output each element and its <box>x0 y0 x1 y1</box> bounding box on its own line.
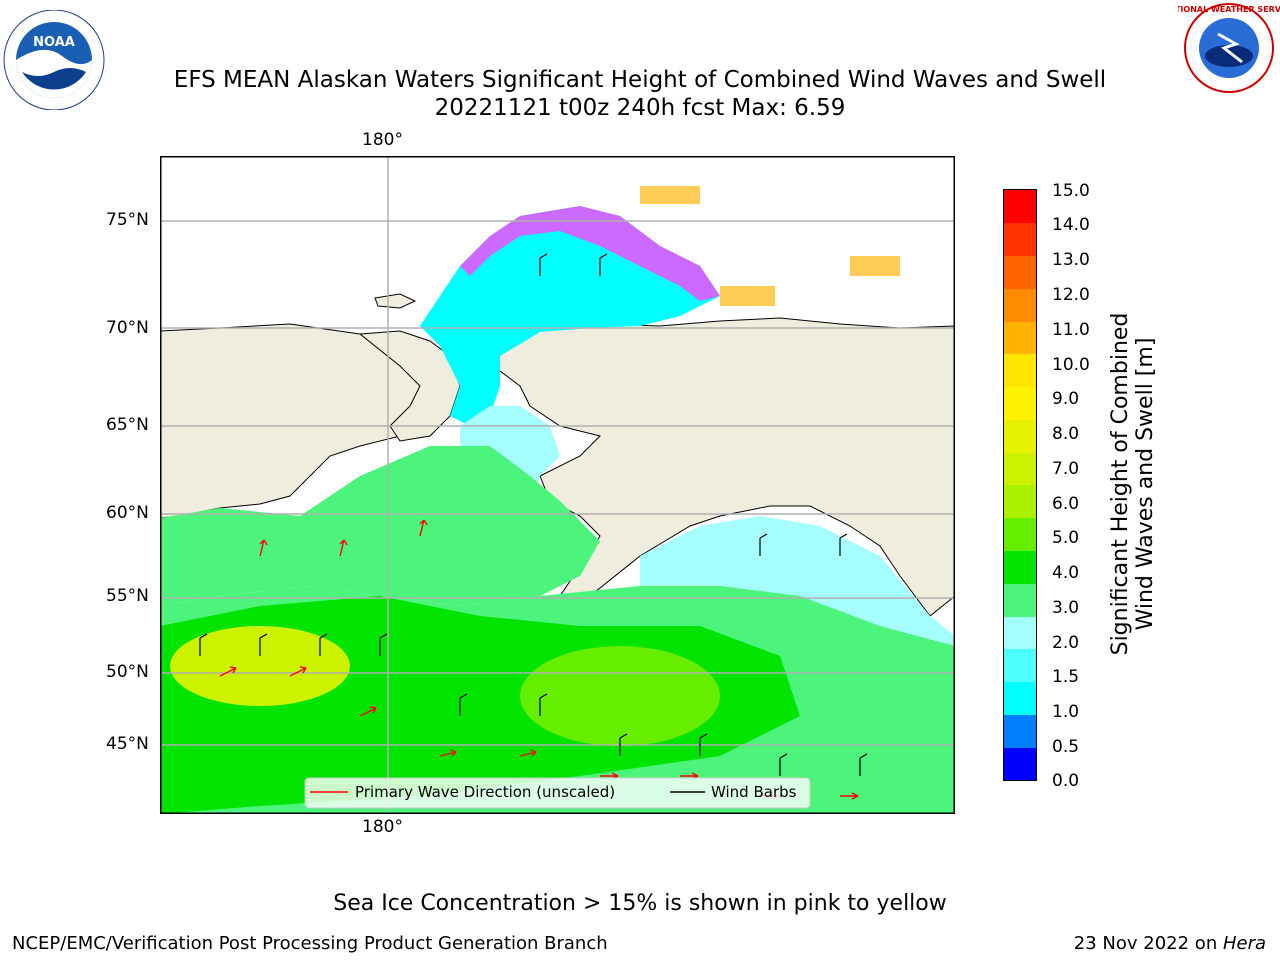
colorbar-segment <box>1004 747 1036 781</box>
wind-barbs <box>199 253 868 776</box>
colorbar-segment <box>1004 255 1036 289</box>
lat-label-60: 60°N <box>106 503 149 523</box>
lat-label-70: 70°N <box>106 318 149 338</box>
footer-date: 23 Nov 2022 on Hera <box>1074 933 1266 954</box>
lat-label-45: 45°N <box>106 734 149 754</box>
colorbar-tick: 9.0 <box>1052 389 1080 409</box>
lat-label-75: 75°N <box>106 210 149 230</box>
colorbar-segment <box>1004 190 1036 224</box>
colorbar-tick: 8.0 <box>1052 424 1080 444</box>
colorbar-tick: 11.0 <box>1052 320 1090 340</box>
colorbar-tick: 5.0 <box>1052 528 1080 548</box>
colorbar-segment <box>1004 353 1036 388</box>
lat-label-65: 65°N <box>106 415 149 435</box>
colorbar-segment <box>1004 550 1036 584</box>
land-wrangel <box>374 293 417 309</box>
sea-ice-note: Sea Ice Concentration > 15% is shown in … <box>333 891 947 916</box>
colorbar-segment <box>1004 222 1036 257</box>
colorbar-segment <box>1004 648 1036 683</box>
colorbar-segment <box>1004 321 1036 355</box>
colorbar-segment <box>1004 452 1036 486</box>
nws-logo: NATIONAL WEATHER SERVICE <box>1178 3 1280 93</box>
wave-direction-arrows <box>219 519 859 800</box>
ocean-lime-core <box>520 646 720 746</box>
colorbar-segment <box>1004 616 1036 650</box>
colorbar-segment <box>1004 485 1036 519</box>
colorbar-tick: 2.0 <box>1052 633 1080 653</box>
colorbar-tick: 0.0 <box>1052 771 1080 791</box>
map-panel: Primary Wave Direction (unscaled) Wind B… <box>160 156 955 814</box>
colorbar-tick: 1.0 <box>1052 702 1080 722</box>
lon-label-bottom: 180° <box>362 817 403 837</box>
legend-primary-wave-label: Primary Wave Direction (unscaled) <box>355 783 615 801</box>
land-alaska <box>489 317 955 617</box>
colorbar-segment <box>1004 714 1036 748</box>
map-frame <box>160 156 955 814</box>
sea-ice-floe-2 <box>850 256 900 276</box>
ocean-bering <box>160 446 600 606</box>
colorbar-tick: 0.5 <box>1052 737 1080 757</box>
colorbar-tick: 3.0 <box>1052 598 1080 618</box>
colorbar-tick: 15.0 <box>1052 181 1090 201</box>
footer-date-text: 23 Nov 2022 on <box>1073 933 1223 954</box>
colorbar-label: Significant Height of Combined Wind Wave… <box>1108 189 1158 779</box>
noaa-logo-text: NOAA <box>33 35 75 50</box>
noaa-logo: NOAA <box>3 10 105 110</box>
colorbar-segment <box>1004 583 1036 617</box>
colorbar-tick: 4.0 <box>1052 563 1080 583</box>
chart-title-line1: EFS MEAN Alaskan Waters Significant Heig… <box>173 67 1107 93</box>
graticule <box>160 156 955 814</box>
colorbar-tick: 7.0 <box>1052 459 1080 479</box>
colorbar-segment <box>1004 517 1036 552</box>
colorbar <box>1003 189 1037 781</box>
colorbar-label-line1: Significant Height of Combined <box>1108 312 1133 656</box>
nws-logo-ring-text: NATIONAL WEATHER SERVICE <box>1178 5 1280 14</box>
legend-wind-barbs-label: Wind Barbs <box>711 783 797 801</box>
colorbar-tick: 6.0 <box>1052 494 1080 514</box>
map-legend: Primary Wave Direction (unscaled) Wind B… <box>304 777 811 809</box>
footer-branch: NCEP/EMC/Verification Post Processing Pr… <box>12 933 608 954</box>
land-chukotka <box>358 330 461 442</box>
colorbar-segment <box>1004 288 1036 322</box>
sea-ice-edge <box>460 206 720 301</box>
chart-title-line2: 20221121 t00z 240h fcst Max: 6.59 <box>434 95 846 121</box>
footer-host: Hera <box>1222 933 1266 954</box>
sea-ice-floe-3 <box>720 286 775 306</box>
colorbar-tick: 13.0 <box>1052 250 1090 270</box>
lon-label-top: 180° <box>362 130 403 150</box>
colorbar-tick: 12.0 <box>1052 285 1090 305</box>
colorbar-tick: 1.5 <box>1052 667 1080 687</box>
ocean-yellow-core <box>170 626 350 706</box>
colorbar-label-line2: Wind Waves and Swell [m] <box>1133 337 1158 631</box>
colorbar-tick: 14.0 <box>1052 215 1090 235</box>
colorbar-segment <box>1004 681 1036 715</box>
lat-label-50: 50°N <box>106 662 149 682</box>
colorbar-segment <box>1004 386 1036 420</box>
sea-ice-floe-1 <box>640 186 700 204</box>
lat-label-55: 55°N <box>106 586 149 606</box>
colorbar-segment <box>1004 419 1036 453</box>
colorbar-tick: 10.0 <box>1052 355 1090 375</box>
colorbar-ticks: 15.0 14.0 13.0 12.0 11.0 10.0 9.0 8.0 7.… <box>1036 181 1106 793</box>
